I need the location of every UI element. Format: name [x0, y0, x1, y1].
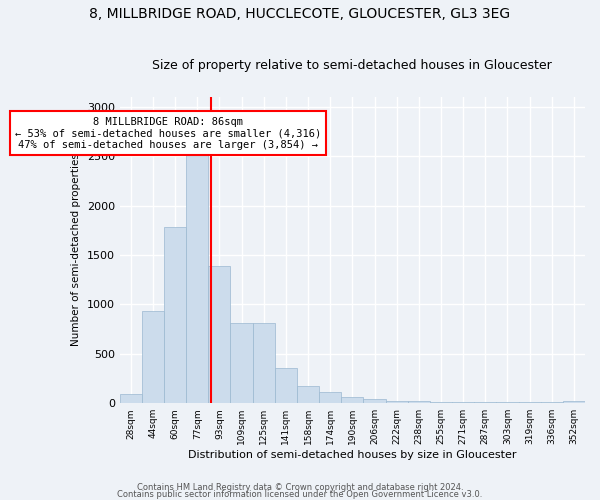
Bar: [297, 386, 319, 403]
Bar: [452, 402, 474, 403]
Bar: [563, 400, 585, 403]
Text: Contains public sector information licensed under the Open Government Licence v3: Contains public sector information licen…: [118, 490, 482, 499]
Bar: [541, 402, 563, 403]
Bar: [408, 402, 430, 403]
Bar: [275, 368, 297, 403]
Bar: [208, 266, 230, 403]
Bar: [364, 400, 386, 403]
Bar: [474, 402, 496, 403]
Bar: [164, 228, 186, 403]
X-axis label: Distribution of semi-detached houses by size in Gloucester: Distribution of semi-detached houses by …: [188, 450, 517, 460]
Bar: [142, 312, 164, 403]
Bar: [496, 402, 518, 403]
Bar: [341, 397, 364, 403]
Bar: [386, 400, 408, 403]
Y-axis label: Number of semi-detached properties: Number of semi-detached properties: [71, 154, 81, 346]
Text: Contains HM Land Registry data © Crown copyright and database right 2024.: Contains HM Land Registry data © Crown c…: [137, 484, 463, 492]
Bar: [319, 392, 341, 403]
Bar: [518, 402, 541, 403]
Title: Size of property relative to semi-detached houses in Gloucester: Size of property relative to semi-detach…: [152, 59, 552, 72]
Bar: [186, 155, 208, 403]
Bar: [119, 394, 142, 403]
Bar: [230, 323, 253, 403]
Text: 8 MILLBRIDGE ROAD: 86sqm
← 53% of semi-detached houses are smaller (4,316)
47% o: 8 MILLBRIDGE ROAD: 86sqm ← 53% of semi-d…: [15, 116, 321, 150]
Bar: [253, 323, 275, 403]
Text: 8, MILLBRIDGE ROAD, HUCCLECOTE, GLOUCESTER, GL3 3EG: 8, MILLBRIDGE ROAD, HUCCLECOTE, GLOUCEST…: [89, 8, 511, 22]
Bar: [430, 402, 452, 403]
